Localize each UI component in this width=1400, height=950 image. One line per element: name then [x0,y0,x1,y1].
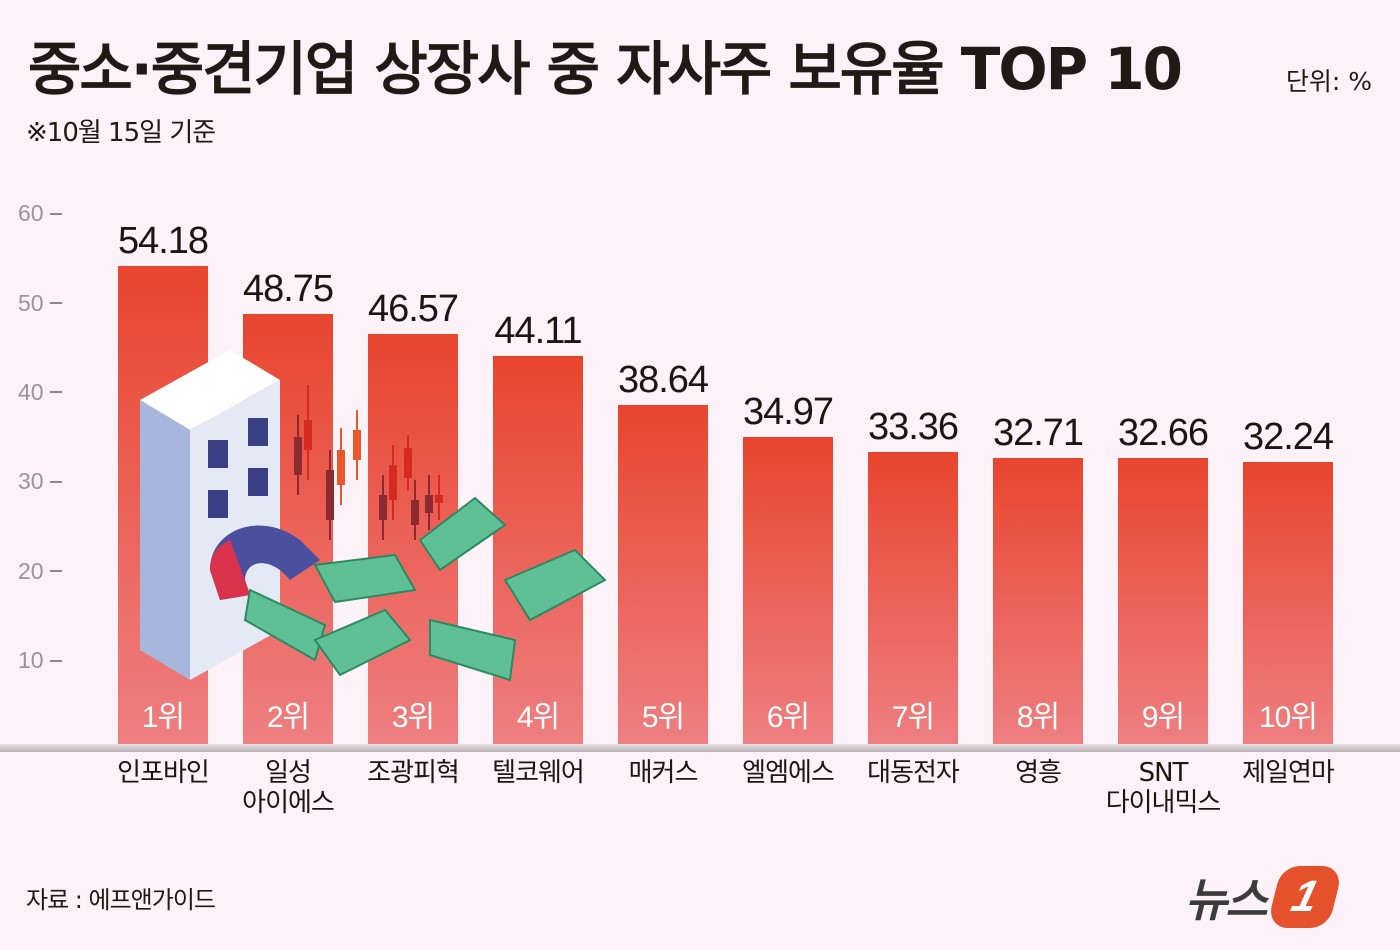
value-label: 32.66 [1117,412,1209,455]
rank-label: 5위 [641,700,685,734]
bar: 2위 [243,314,333,746]
category-label-line: 대동전자 [867,758,960,788]
category-label-line: 엘엠에스 [742,758,835,788]
rank-label: 1위 [141,700,185,734]
y-tick-value: 60 [18,200,44,227]
value-label: 46.57 [367,287,459,330]
bar: 4위 [493,355,583,746]
category-label: SNT 다이내믹스 [1083,758,1243,818]
logo-badge-icon: 1 [1265,866,1344,928]
value-label: 34.97 [742,391,834,434]
bar: 7위 [868,451,958,746]
rank-label: 7위 [891,700,935,734]
category-label: 제일연마 [1208,758,1368,788]
value-label: 33.36 [867,405,959,448]
bar: 9위 [1118,458,1208,746]
category-label-line: 다이내믹스 [1105,788,1222,818]
y-tick-value: 50 [18,289,44,316]
rank-label: 10위 [1259,700,1318,734]
category-label: 엘엠에스 [708,758,868,788]
y-tick-mark [49,212,62,215]
category-label-line: 아이에스 [242,788,335,818]
logo-text: 뉴스 [1185,873,1268,927]
category-label-line: 매커스 [628,758,699,788]
category-label-line: SNT [1138,758,1189,788]
rank-label: 4위 [516,700,560,734]
value-label: 32.71 [992,411,1084,454]
bar: 6위 [743,437,833,746]
y-tick-value: 10 [18,647,44,674]
category-label-line: 영흥 [1015,758,1062,788]
category-label: 텔코웨어 [458,758,618,788]
bar: 8위 [993,457,1083,746]
bar: 10위 [1243,461,1333,746]
chart-subtitle: ※10월 15일 기준 [26,118,216,148]
y-tick-label: 30 [18,468,76,495]
category-label: 매커스 [583,758,743,788]
y-tick-label: 60 [18,200,76,227]
category-label: 영흥 [958,758,1118,788]
y-tick-label: 50 [18,289,76,316]
bar: 5위 [618,404,708,746]
y-tick-value: 40 [18,378,44,405]
rank-label: 8위 [1016,700,1060,734]
category-label-line: 텔코웨어 [492,758,585,788]
category-label-line: 조광피혁 [367,758,460,788]
y-tick-label: 20 [18,557,76,584]
category-label-line: 인포바인 [117,758,210,788]
category-label: 일성 아이에스 [208,758,368,818]
category-label: 대동전자 [833,758,993,788]
y-tick-label: 40 [18,378,76,405]
y-tick-label: 10 [18,647,76,674]
y-tick-value: 20 [18,557,44,584]
value-label: 54.18 [117,219,209,262]
category-label: 조광피혁 [333,758,493,788]
unit-label: 단위: % [1285,67,1372,96]
category-label: 인포바인 [83,758,243,788]
y-tick-value: 30 [18,468,44,495]
bar: 1위 [118,265,208,746]
source-note: 자료 : 에프앤가이드 [26,886,216,914]
y-tick-mark [49,391,62,394]
chart-title: 중소·중견기업 상장사 중 자사주 보유율 TOP 10 [28,35,1183,103]
value-label: 38.64 [617,358,709,401]
rank-label: 3위 [391,700,435,734]
y-tick-mark [49,302,62,304]
value-label: 48.75 [242,268,334,311]
category-label-line: 제일연마 [1242,758,1335,788]
value-label: 32.24 [1242,415,1334,458]
value-label: 44.11 [494,309,582,352]
rank-label: 9위 [1141,700,1185,734]
y-tick-mark [49,480,62,483]
y-tick-mark [49,659,62,662]
bar: 3위 [368,333,458,746]
rank-label: 2위 [266,700,310,734]
x-axis-baseline [0,744,1400,752]
rank-label: 6위 [766,700,810,734]
category-label-line: 일성 [265,758,312,788]
y-tick-mark [49,570,62,573]
news1-logo: 뉴스 1 [1185,862,1385,932]
